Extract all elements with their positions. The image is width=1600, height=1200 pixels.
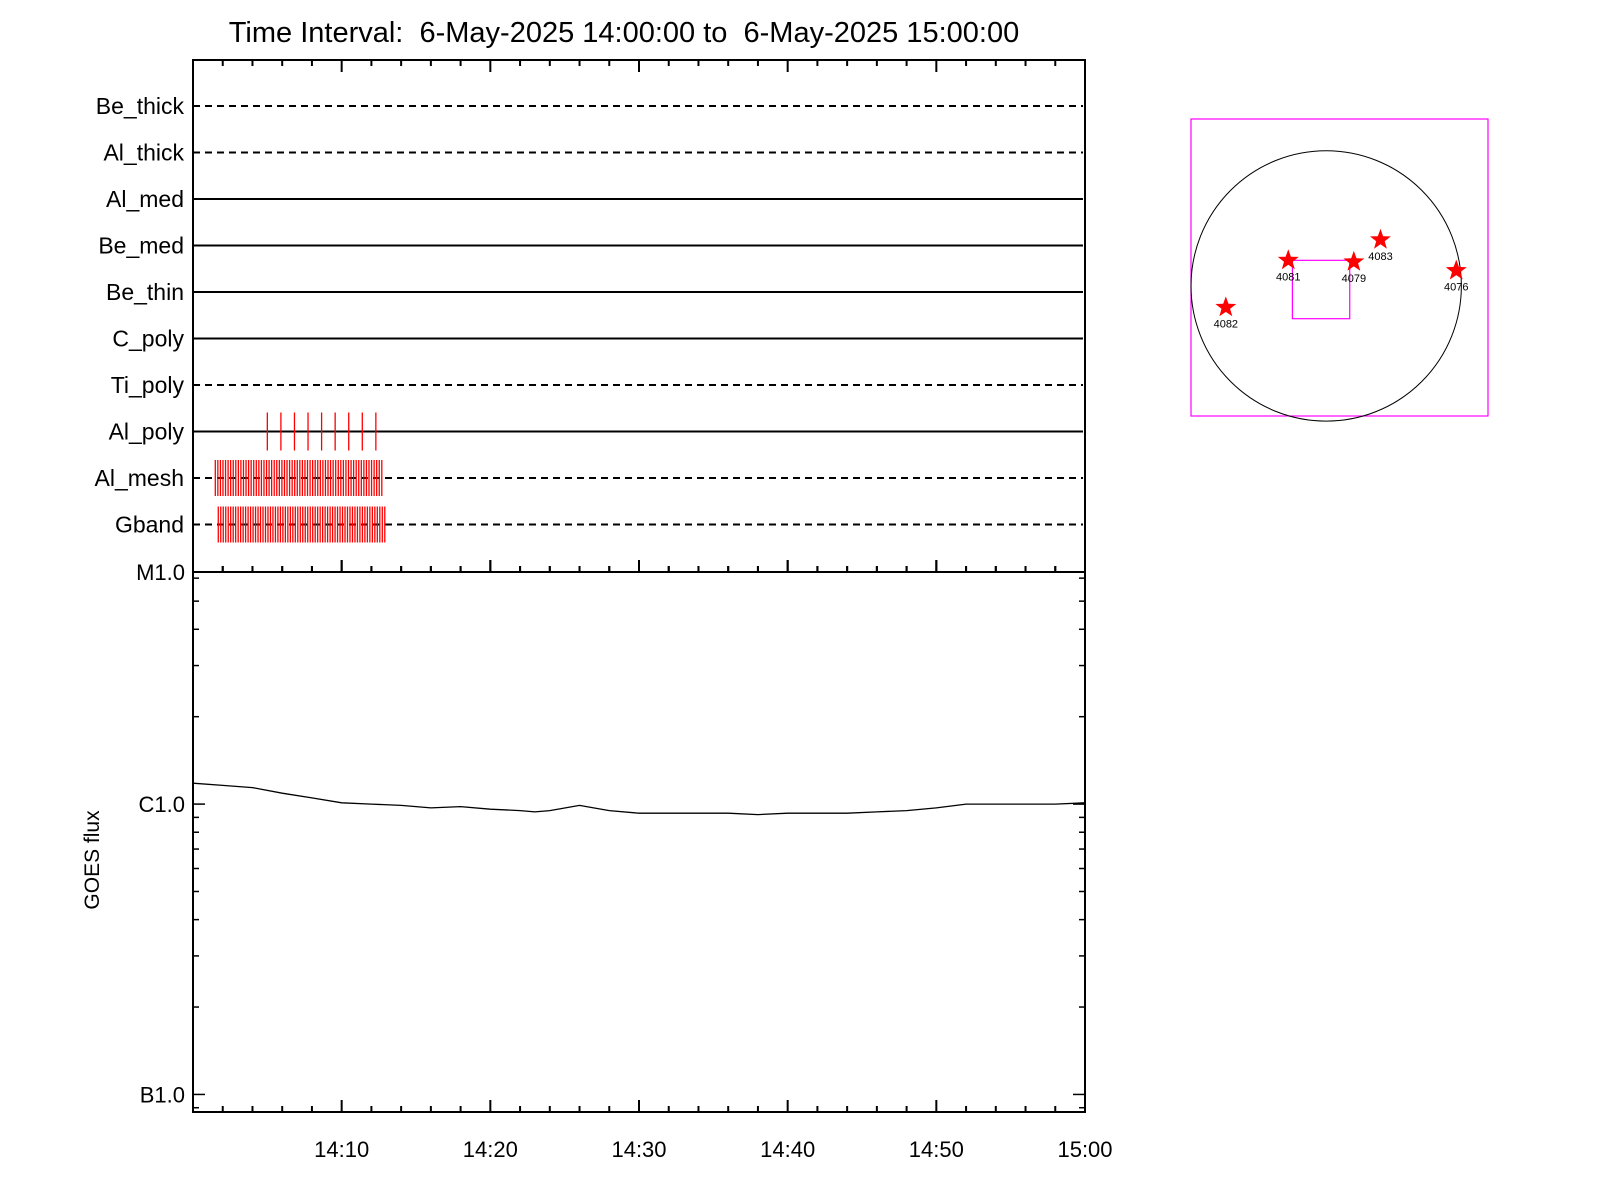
active-region-star [1277,249,1299,270]
goes-y-axis-label: GOES flux [81,810,104,910]
active-region-label: 4082 [1214,318,1238,330]
goes-x-tick-label: 14:10 [314,1137,369,1162]
goes-flux-panel: B1.0 C1.0 M1.0 14:10 14:20 14:30 14:40 14:50 15:… [136,560,1113,1162]
filter-label-C_poly: C_poly [112,326,184,352]
goes-x-tick-label: 14:30 [611,1137,666,1162]
goes-x-tick-label: 14:50 [909,1137,964,1162]
goes-x-tick-label: 14:40 [760,1137,815,1162]
map-field-of-view-box [1190,118,1489,417]
filter-label-Al_med: Al_med [106,186,184,212]
active-region-star [1445,259,1467,280]
goes-flux-series [192,782,1086,816]
active-region-label: 4079 [1342,273,1366,285]
filter-label-Al_thick: Al_thick [103,140,184,166]
filter-label-Be_med: Be_med [98,233,184,259]
solar-disk-limb [1190,150,1462,422]
active-region-star [1343,250,1365,271]
filter-label-Al_mesh: Al_mesh [95,465,184,491]
chart-title: Time Interval: 6-May-2025 14:00:00 to 6-… [229,17,1019,49]
active-region-label: 4081 [1276,271,1300,283]
goes-y-tick-label: M1.0 [136,560,185,585]
filter-label-Gband: Gband [115,512,184,538]
filter-label-Ti_poly: Ti_poly [111,372,185,398]
observation-fov-box [1291,259,1351,320]
active-region-star [1215,296,1237,317]
goes-y-tick-label: B1.0 [140,1082,185,1107]
filter-label-Al_poly: Al_poly [109,419,185,445]
goes-x-tick-label: 14:20 [463,1137,518,1162]
active-region-star [1370,228,1391,249]
goes-y-tick-label: C1.0 [139,792,185,817]
goes-x-tick-label: 15:00 [1057,1137,1112,1162]
goes-frame [192,571,1086,1113]
filter-timeline-panel: Be_thick Al_thick Al_med Be_med Be_thin C_pol… [95,59,1086,573]
filter-label-Be_thin: Be_thin [106,279,184,305]
filter-label-Be_thick: Be_thick [96,93,185,119]
active-region-label: 4083 [1368,251,1392,263]
active-region-label: 4076 [1444,282,1468,294]
timeline-frame [192,59,1086,573]
